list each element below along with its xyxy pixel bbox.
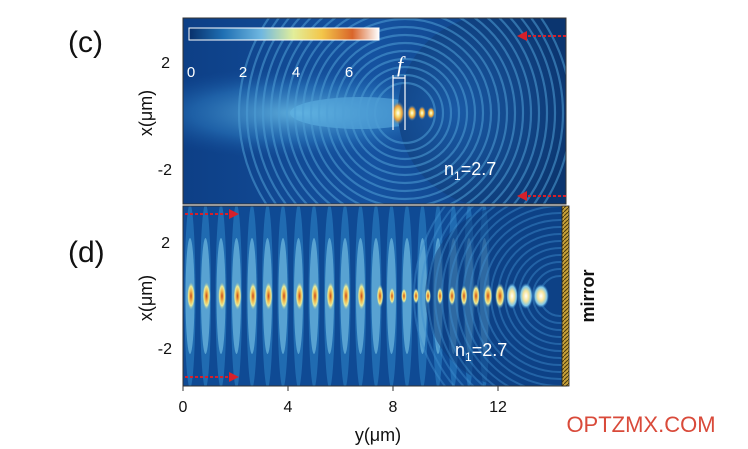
- ripple-ring: [469, 206, 566, 386]
- colorbar-tick-label: 2: [239, 64, 247, 81]
- field-lobe: [264, 281, 273, 311]
- field-lobe: [460, 285, 468, 307]
- refractive-index-label: n1=2.7: [455, 340, 507, 364]
- focal-spot: [427, 107, 435, 119]
- field-lobe: [186, 281, 196, 311]
- field-lobe: [202, 281, 211, 311]
- field-lobe: [295, 281, 304, 311]
- field-lobe: [401, 288, 407, 304]
- ripple-ring: [455, 206, 510, 386]
- ripple-pattern: [237, 18, 566, 204]
- field-lobe: [425, 288, 431, 304]
- mirror: [561, 205, 570, 387]
- mirror-label: mirror: [578, 269, 598, 322]
- ripple-ring: [333, 41, 477, 185]
- ripple-ring: [301, 18, 509, 204]
- y-tick-label: -2: [158, 341, 172, 358]
- panel-c-heatmap: [183, 18, 566, 204]
- ripple-ring: [261, 18, 549, 204]
- focal-length-label: f: [397, 52, 406, 77]
- field-lobe: [519, 283, 533, 309]
- y-tick-label: 2: [161, 55, 170, 72]
- ripple-ring: [277, 18, 533, 204]
- field-lobe: [413, 288, 419, 304]
- focal-length-marker: [392, 75, 406, 130]
- ripple-ring: [357, 65, 453, 161]
- y-tick-label: -2: [158, 162, 172, 179]
- field-lobe: [472, 284, 480, 308]
- refractive-index-label: n1=2.7: [444, 159, 496, 183]
- x-axis: [182, 386, 499, 391]
- field-lobe: [437, 287, 443, 305]
- field-lobe: [233, 281, 242, 311]
- colorbar: [188, 27, 380, 41]
- field-lobe: [357, 281, 366, 311]
- field-lobe: [217, 281, 227, 311]
- y-axis-title: x(μm): [136, 275, 156, 321]
- ripple-ring: [237, 18, 566, 204]
- panel-label: (d): [68, 236, 105, 269]
- colorbar-tick-label: 4: [292, 64, 300, 81]
- ripple-ring: [253, 18, 557, 204]
- focal-spot: [418, 106, 426, 120]
- x-tick-label: 4: [284, 399, 293, 416]
- colorbar-tick-label: 6: [345, 64, 353, 81]
- watermark: OPTZMX.COM: [566, 412, 715, 437]
- ripple-ring: [341, 49, 469, 177]
- ripple-ring: [285, 18, 525, 204]
- fringe-core: [371, 238, 381, 354]
- field-lobe: [326, 281, 335, 311]
- field-lobe: [506, 283, 518, 309]
- field-lobe: [448, 286, 456, 306]
- field-lobe: [483, 284, 493, 308]
- x-tick-label: 12: [489, 399, 507, 416]
- field-lobe: [248, 281, 258, 311]
- ripple-ring: [293, 18, 517, 204]
- x-tick-label: 8: [389, 399, 398, 416]
- panel-label: (c): [68, 26, 103, 59]
- field-lobe: [389, 287, 395, 305]
- colorbar-tick-label: 0: [187, 64, 195, 81]
- focal-spot: [407, 105, 417, 121]
- field-lobe: [376, 284, 384, 308]
- ripple-ring: [245, 18, 565, 204]
- field-lobe: [495, 283, 505, 309]
- ripple-ring: [317, 25, 493, 201]
- ripple-ring: [349, 57, 461, 169]
- ripple-ring: [434, 206, 475, 386]
- fringe-core: [418, 238, 427, 354]
- field-lobe: [279, 281, 289, 311]
- field-lobe: [341, 281, 351, 311]
- ripple-ring: [325, 33, 485, 193]
- ripple-ring: [309, 18, 501, 204]
- ripple-ring: [420, 206, 456, 386]
- x-tick-label: 0: [179, 399, 188, 416]
- focal-spot: [391, 101, 405, 125]
- focal-spots: [391, 101, 435, 125]
- field-lobe: [533, 284, 549, 308]
- panel-d-heatmap: [183, 206, 566, 386]
- y-axis-title: x(μm): [136, 90, 156, 136]
- ripple-ring: [269, 18, 541, 204]
- field-lobe: [310, 281, 320, 311]
- y-tick-label: 2: [161, 235, 170, 252]
- field-lobes: [186, 281, 549, 311]
- x-axis-title: y(μm): [355, 425, 401, 445]
